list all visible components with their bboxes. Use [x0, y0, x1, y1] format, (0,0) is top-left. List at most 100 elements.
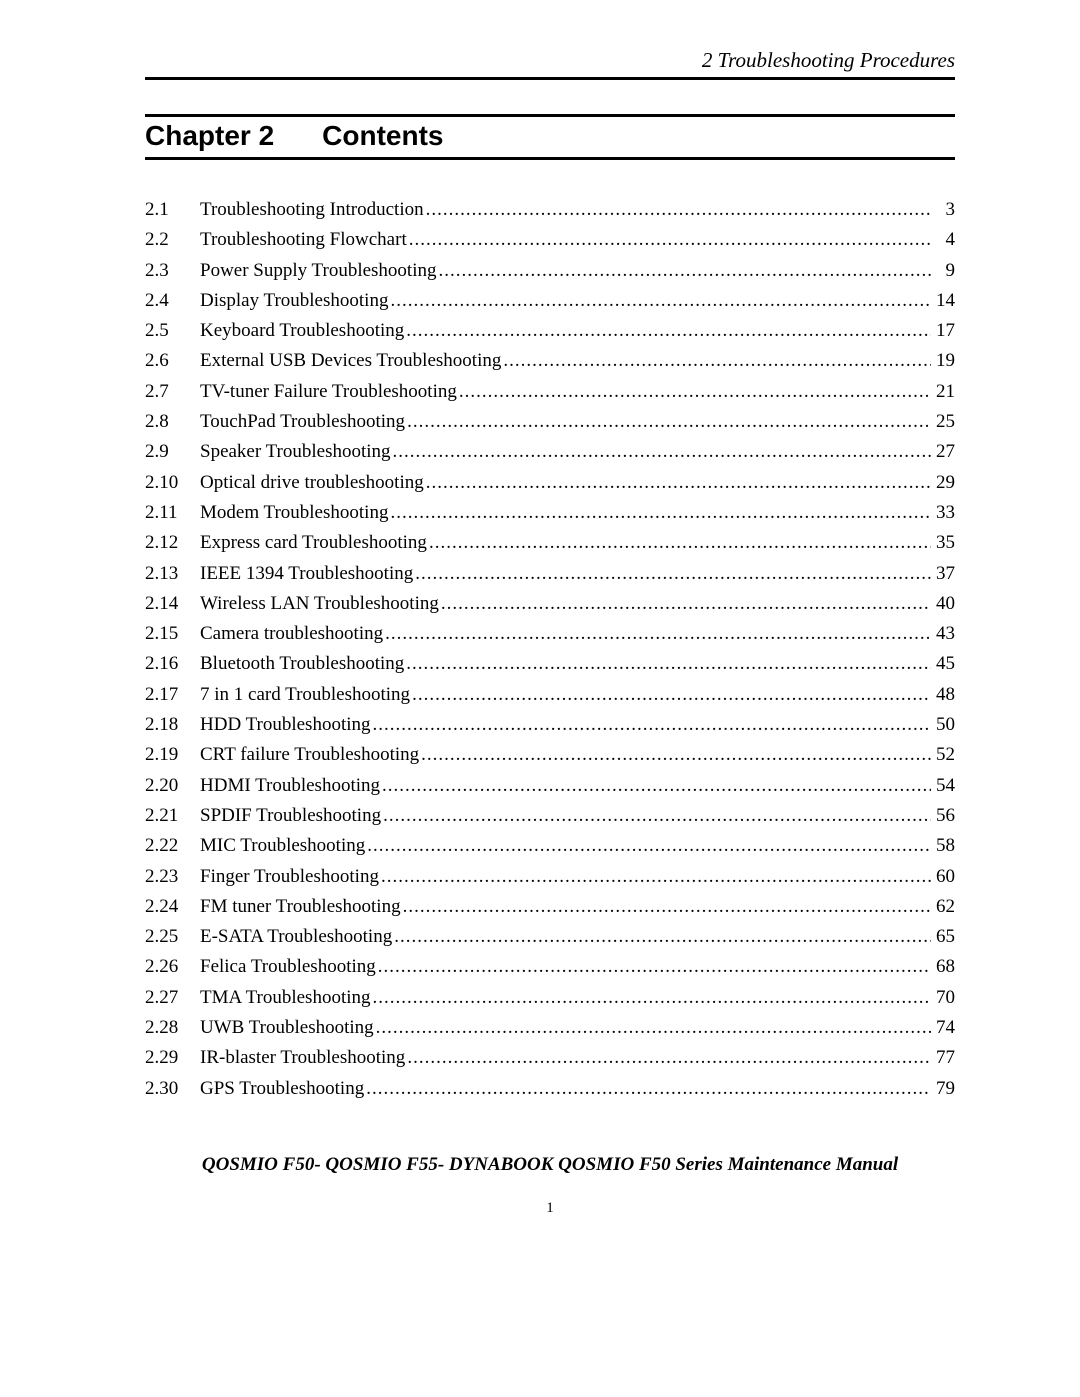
toc-page-number: 25 — [931, 412, 955, 431]
toc-section-title: 7 in 1 card Troubleshooting — [200, 685, 410, 704]
toc-leader-dots: ........................................… — [410, 685, 931, 704]
toc-page-number: 54 — [931, 776, 955, 795]
toc-row: 2.12Express card Troubleshooting........… — [145, 533, 955, 552]
toc-page-number: 45 — [931, 654, 955, 673]
toc-section-number: 2.11 — [145, 503, 200, 522]
toc-row: 2.15Camera troubleshooting .............… — [145, 624, 955, 643]
toc-leader-dots: ........................................… — [383, 624, 931, 643]
toc-page-number: 50 — [931, 715, 955, 734]
toc-section-number: 2.19 — [145, 745, 200, 764]
toc-page-number: 62 — [931, 897, 955, 916]
toc-section-title: Camera troubleshooting — [200, 624, 383, 643]
toc-row: 2.16Bluetooth Troubleshooting...........… — [145, 654, 955, 673]
toc-row: 2.29IR-blaster Troubleshooting .........… — [145, 1048, 955, 1067]
toc-page-number: 52 — [931, 745, 955, 764]
toc-row: 2.30GPS Troubleshooting ................… — [145, 1079, 955, 1098]
toc-page-number: 35 — [931, 533, 955, 552]
toc-section-number: 2.13 — [145, 564, 200, 583]
toc-row: 2.13IEEE 1394 Troubleshooting...........… — [145, 564, 955, 583]
toc-leader-dots: ........................................… — [391, 442, 931, 461]
toc-leader-dots: ........................................… — [407, 230, 931, 249]
toc-page-number: 19 — [931, 351, 955, 370]
toc-page-number: 27 — [931, 442, 955, 461]
toc-section-title: UWB Troubleshooting — [200, 1018, 374, 1037]
toc-section-number: 2.20 — [145, 776, 200, 795]
toc-row: 2.23Finger Troubleshooting .............… — [145, 867, 955, 886]
toc-section-title: External USB Devices Troubleshooting — [200, 351, 501, 370]
toc-leader-dots: ........................................… — [371, 988, 931, 1007]
toc-section-number: 2.27 — [145, 988, 200, 1007]
toc-leader-dots: ........................................… — [364, 1079, 931, 1098]
toc-leader-dots: ........................................… — [381, 806, 931, 825]
contents-label: Contents — [322, 120, 443, 151]
toc-section-title: Speaker Troubleshooting — [200, 442, 391, 461]
toc-row: 2.14Wireless LAN Troubleshooting .......… — [145, 594, 955, 613]
toc-section-title: Wireless LAN Troubleshooting — [200, 594, 439, 613]
toc-leader-dots: ........................................… — [427, 533, 931, 552]
toc-leader-dots: ........................................… — [379, 867, 931, 886]
table-of-contents: 2.1Troubleshooting Introduction.........… — [145, 200, 955, 1098]
toc-page-number: 79 — [931, 1079, 955, 1098]
toc-page-number: 29 — [931, 473, 955, 492]
toc-row: 2.2Troubleshooting Flowchart ...........… — [145, 230, 955, 249]
toc-section-number: 2.22 — [145, 836, 200, 855]
toc-leader-dots: ........................................… — [419, 745, 931, 764]
toc-page-number: 37 — [931, 564, 955, 583]
page-header: 2 Troubleshooting Procedures — [145, 48, 955, 80]
toc-page-number: 9 — [931, 261, 955, 280]
toc-leader-dots: ........................................… — [392, 927, 931, 946]
toc-page-number: 60 — [931, 867, 955, 886]
toc-leader-dots: ........................................… — [436, 261, 931, 280]
toc-section-number: 2.16 — [145, 654, 200, 673]
toc-section-title: Optical drive troubleshooting — [200, 473, 424, 492]
toc-section-number: 2.29 — [145, 1048, 200, 1067]
toc-row: 2.25E-SATA Troubleshooting .............… — [145, 927, 955, 946]
toc-section-title: TMA Troubleshooting — [200, 988, 371, 1007]
toc-row: 2.11Modem Troubleshooting ..............… — [145, 503, 955, 522]
toc-row: 2.27TMA Troubleshooting ................… — [145, 988, 955, 1007]
toc-section-title: Felica Troubleshooting — [200, 957, 376, 976]
toc-section-number: 2.26 — [145, 957, 200, 976]
toc-section-number: 2.8 — [145, 412, 200, 431]
toc-section-title: IR-blaster Troubleshooting — [200, 1048, 405, 1067]
toc-leader-dots: ........................................… — [439, 594, 931, 613]
toc-page-number: 40 — [931, 594, 955, 613]
toc-section-number: 2.6 — [145, 351, 200, 370]
toc-leader-dots: ........................................… — [404, 321, 931, 340]
toc-page-number: 65 — [931, 927, 955, 946]
toc-row: 2.7TV-tuner Failure Troubleshooting.....… — [145, 382, 955, 401]
toc-leader-dots: ........................................… — [405, 1048, 931, 1067]
toc-leader-dots: ........................................… — [457, 382, 931, 401]
toc-section-number: 2.30 — [145, 1079, 200, 1098]
toc-page-number: 3 — [931, 200, 955, 219]
toc-row: 2.4Display Troubleshooting..............… — [145, 291, 955, 310]
toc-leader-dots: ........................................… — [401, 897, 931, 916]
footer-page-number: 1 — [145, 1200, 955, 1217]
toc-section-number: 2.5 — [145, 321, 200, 340]
toc-row: 2.22MIC Troubleshooting ................… — [145, 836, 955, 855]
toc-page-number: 70 — [931, 988, 955, 1007]
toc-row: 2.20HDMI Troubleshooting ...............… — [145, 776, 955, 795]
toc-row: 2.26Felica Troubleshooting .............… — [145, 957, 955, 976]
toc-row: 2.21SPDIF Troubleshooting ..............… — [145, 806, 955, 825]
footer-manual-title: QOSMIO F50- QOSMIO F55- DYNABOOK QOSMIO … — [145, 1154, 955, 1176]
toc-page-number: 33 — [931, 503, 955, 522]
toc-row: 2.6External USB Devices Troubleshooting.… — [145, 351, 955, 370]
toc-section-title: HDMI Troubleshooting — [200, 776, 380, 795]
toc-section-number: 2.12 — [145, 533, 200, 552]
toc-row: 2.8TouchPad Troubleshooting ............… — [145, 412, 955, 431]
toc-page-number: 56 — [931, 806, 955, 825]
toc-page-number: 68 — [931, 957, 955, 976]
toc-section-number: 2.14 — [145, 594, 200, 613]
toc-page-number: 21 — [931, 382, 955, 401]
toc-section-number: 2.24 — [145, 897, 200, 916]
toc-section-title: TV-tuner Failure Troubleshooting — [200, 382, 457, 401]
toc-leader-dots: ........................................… — [371, 715, 932, 734]
toc-page-number: 14 — [931, 291, 955, 310]
toc-leader-dots: ........................................… — [424, 473, 931, 492]
toc-row: 2.1Troubleshooting Introduction.........… — [145, 200, 955, 219]
toc-section-number: 2.3 — [145, 261, 200, 280]
toc-section-number: 2.17 — [145, 685, 200, 704]
toc-section-number: 2.21 — [145, 806, 200, 825]
toc-section-number: 2.28 — [145, 1018, 200, 1037]
